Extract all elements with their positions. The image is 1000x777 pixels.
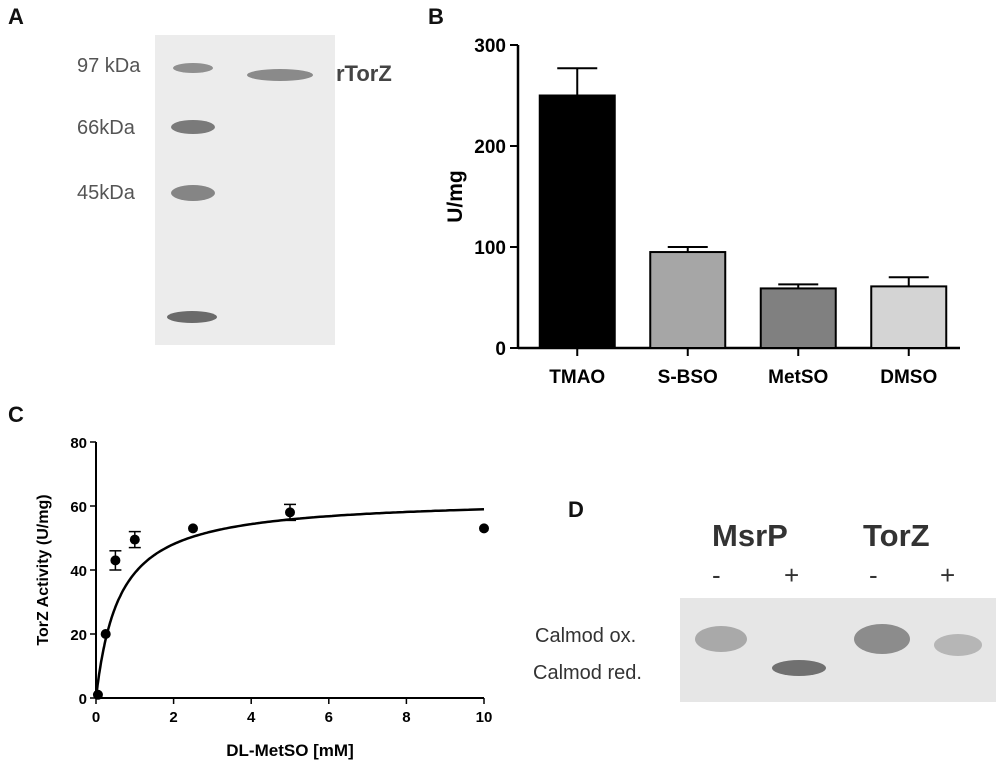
data-point <box>285 507 295 518</box>
band-torz-plus <box>934 634 982 656</box>
y-tick-label: 80 <box>70 435 87 452</box>
x-tick-label: MetSO <box>768 367 828 388</box>
data-point <box>110 555 121 566</box>
rtorz-label: rTorZ <box>336 61 392 86</box>
y-tick-label: 40 <box>70 563 87 580</box>
sign-msrp-plus: + <box>784 560 800 590</box>
marker-label-45: 45kDa <box>77 182 135 204</box>
bar-tmao <box>538 94 616 349</box>
x-tick-label: S-BSO <box>658 367 718 388</box>
marker-band-45 <box>171 185 215 201</box>
data-point <box>92 689 103 700</box>
band-msrp-plus <box>772 660 826 676</box>
sign-torz-plus: + <box>940 560 956 590</box>
panel-c-kinetics-chart: 0 20 40 60 80 0 2 4 6 8 10 TorZ Activity (U/mg) DL-M… <box>35 435 493 760</box>
x-tick-label: DMSO <box>880 367 937 388</box>
panel-b-bar-chart: 0 100 200 300 U/mg TMAO S-BSO MetSO DMSO <box>444 36 960 388</box>
y-axis-label: TorZ Activity (U/mg) <box>35 494 52 645</box>
sign-msrp-minus: - <box>712 560 721 590</box>
marker-label-66: 66kDa <box>77 117 135 139</box>
x-tick-label: 8 <box>402 709 410 726</box>
marker-band-97 <box>173 63 213 73</box>
marker-band-66 <box>171 120 215 134</box>
data-point <box>188 523 198 534</box>
x-axis-label: DL-MetSO [mM] <box>226 741 353 760</box>
bar-metso <box>759 287 837 350</box>
x-tick-label: 2 <box>169 709 177 726</box>
fit-curve <box>94 508 485 699</box>
x-tick-label: 4 <box>247 709 256 726</box>
x-tick-label: TMAO <box>549 367 605 388</box>
panel-letter-b: B <box>428 4 444 29</box>
bar-s-bso <box>649 251 727 349</box>
data-point <box>100 629 111 639</box>
lane-label-msrp: MsrP <box>712 518 788 553</box>
band-label-red: Calmod red. <box>533 662 642 684</box>
native-gel-image <box>680 598 996 702</box>
x-tick-label: 6 <box>325 709 333 726</box>
y-axis-label: U/mg <box>444 170 467 223</box>
band-label-ox: Calmod ox. <box>535 625 637 647</box>
marker-band-low <box>167 311 217 323</box>
y-tick-label: 300 <box>474 36 506 57</box>
y-tick-label: 0 <box>79 691 87 708</box>
y-tick-label: 0 <box>495 339 506 360</box>
band-torz-minus <box>854 624 910 654</box>
panel-letter-a: A <box>8 4 24 29</box>
lane-label-torz: TorZ <box>863 518 930 553</box>
y-tick-label: 200 <box>474 137 506 158</box>
x-tick-label: 10 <box>476 709 493 726</box>
data-point <box>129 534 140 545</box>
bar-dmso <box>870 285 948 350</box>
sign-torz-minus: - <box>869 560 878 590</box>
data-point <box>479 523 489 534</box>
panel-letter-d: D <box>568 497 584 522</box>
y-tick-label: 20 <box>70 627 87 644</box>
marker-label-97: 97 kDa <box>77 55 141 77</box>
band-msrp-minus <box>695 626 747 652</box>
y-tick-label: 60 <box>70 499 87 516</box>
rtorz-band <box>247 69 313 81</box>
y-tick-label: 100 <box>474 238 506 259</box>
x-tick-label: 0 <box>92 709 100 726</box>
panel-letter-c: C <box>8 402 24 427</box>
gel-image <box>155 35 335 345</box>
